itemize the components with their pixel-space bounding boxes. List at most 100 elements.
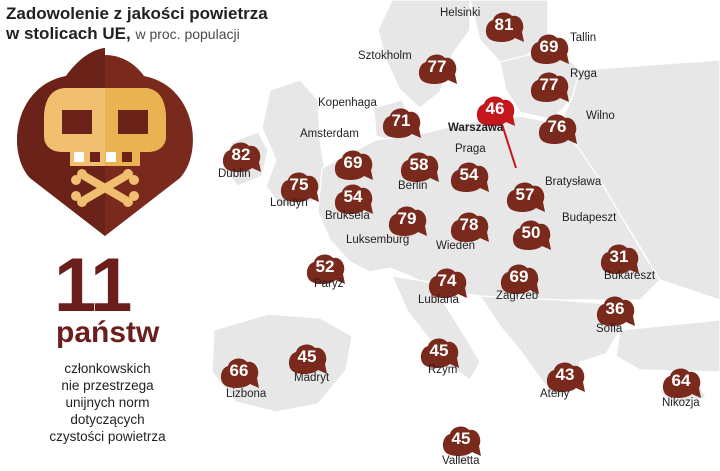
city-marker-wilno: 76 — [538, 112, 578, 148]
city-marker-wieden: 78 — [450, 210, 490, 246]
city-label: Ateny — [540, 388, 570, 400]
city-label: Valletta — [442, 455, 480, 467]
city-marker-paryz: 52 — [306, 252, 346, 288]
value-label: 54 — [343, 187, 363, 206]
city-label: Kopenhaga — [318, 97, 377, 109]
value-label: 50 — [521, 223, 541, 242]
value-label: 52 — [315, 257, 335, 276]
value-label: 66 — [229, 361, 249, 380]
city-marker-sztokholm: 77 — [418, 52, 458, 88]
city-marker-ryga: 77 — [530, 70, 570, 106]
city-marker-lublana: 74 — [428, 266, 468, 302]
value-label: 82 — [231, 145, 251, 164]
city-label: Nikozja — [662, 397, 700, 409]
value-label: 46 — [485, 99, 505, 118]
city-marker-bratyslawa: 57 — [506, 180, 546, 216]
city-label: Ryga — [570, 68, 597, 80]
title-subtitle: w proc. populacji — [135, 26, 240, 42]
description-line: nie przestrzega — [61, 378, 154, 393]
value-label: 45 — [297, 347, 317, 366]
value-label: 58 — [409, 155, 429, 174]
description-line: dotyczących — [70, 412, 145, 427]
city-marker-helsinki: 81 — [485, 10, 525, 46]
city-label: Zagrzeb — [496, 290, 539, 302]
city-label: Berlin — [398, 180, 428, 192]
city-label: Londyn — [270, 197, 308, 209]
city-marker-warszawa: 46 — [476, 94, 516, 130]
value-label: 75 — [289, 175, 309, 194]
city-marker-madryt: 45 — [288, 342, 328, 378]
skull-icon — [17, 48, 193, 236]
city-label: Sofia — [596, 323, 623, 335]
value-label: 45 — [429, 341, 449, 360]
title-line-1: Zadowolenie z jakości powietrza — [6, 4, 268, 23]
city-marker-berlin: 58 — [400, 150, 440, 186]
count-description: członkowskich nie przestrzega unijnych n… — [20, 360, 195, 445]
city-label: Wiedeń — [436, 240, 475, 252]
city-label: Dublin — [218, 168, 251, 180]
city-marker-nikozja: 64 — [662, 366, 702, 402]
city-marker-amsterdam: 69 — [334, 148, 374, 184]
city-label: Warszawa — [448, 122, 504, 134]
value-label: 43 — [555, 365, 575, 384]
city-label: Lublana — [418, 294, 459, 306]
city-marker-valletta: 45 — [442, 424, 482, 460]
city-label: Madryt — [294, 372, 330, 384]
value-label: 71 — [391, 111, 411, 130]
city-label: Paryż — [314, 278, 344, 290]
city-label: Praga — [455, 143, 486, 155]
city-label: Wilno — [586, 110, 615, 122]
city-marker-bukareszt: 31 — [600, 242, 640, 278]
description-line: czystości powietrza — [49, 429, 166, 444]
value-label: 64 — [671, 371, 691, 390]
city-label: Budapeszt — [562, 212, 617, 224]
city-marker-ateny: 43 — [546, 360, 586, 396]
infographic-title: Zadowolenie z jakości powietrza w stolic… — [6, 4, 268, 44]
title-line-2: w stolicach UE, w proc. populacji — [6, 24, 268, 44]
count-unit: państw — [56, 316, 160, 349]
city-marker-praga: 54 — [450, 160, 490, 196]
value-label: 69 — [343, 153, 363, 172]
value-label: 77 — [427, 57, 447, 76]
value-label: 45 — [451, 429, 471, 448]
description-line: członkowskich — [64, 361, 151, 376]
city-label: Lizbona — [226, 388, 267, 400]
city-marker-luksemburg: 79 — [388, 204, 428, 240]
city-marker-kopenhaga: 71 — [382, 106, 422, 142]
value-label: 31 — [609, 247, 629, 266]
value-label: 78 — [459, 215, 479, 234]
city-label: Tallin — [570, 32, 597, 44]
city-label: Helsinki — [440, 7, 481, 19]
city-label: Luksemburg — [346, 234, 410, 246]
count-number: 11 — [54, 243, 132, 328]
value-label: 57 — [515, 185, 535, 204]
value-label: 77 — [539, 75, 559, 94]
value-label: 81 — [494, 15, 514, 34]
city-label: Amsterdam — [300, 128, 359, 140]
city-marker-zagrzeb: 69 — [500, 262, 540, 298]
value-label: 79 — [397, 209, 417, 228]
city-marker-bruksela: 54 — [334, 182, 374, 218]
value-label: 69 — [509, 267, 529, 286]
city-marker-rzym: 45 — [420, 336, 460, 372]
city-marker-budapeszt: 50 — [512, 218, 552, 254]
city-label: Bukareszt — [604, 270, 656, 282]
city-label: Bratysława — [545, 176, 602, 188]
city-label: Rzym — [428, 364, 458, 376]
title-line-2-bold: w stolicach UE, — [6, 24, 131, 43]
city-label: Bruksela — [325, 210, 370, 222]
value-label: 74 — [437, 271, 457, 290]
city-marker-tallin: 69 — [530, 32, 570, 68]
city-marker-londyn: 75 — [280, 170, 320, 206]
city-marker-lizbona: 66 — [220, 356, 260, 392]
value-label: 36 — [605, 299, 625, 318]
description-line: unijnych norm — [65, 395, 150, 410]
city-marker-dublin: 82 — [222, 140, 262, 176]
city-label: Sztokholm — [358, 50, 412, 62]
value-label: 76 — [547, 117, 567, 136]
value-label: 69 — [539, 37, 559, 56]
city-marker-sofia: 36 — [596, 294, 636, 330]
value-label: 54 — [459, 165, 479, 184]
